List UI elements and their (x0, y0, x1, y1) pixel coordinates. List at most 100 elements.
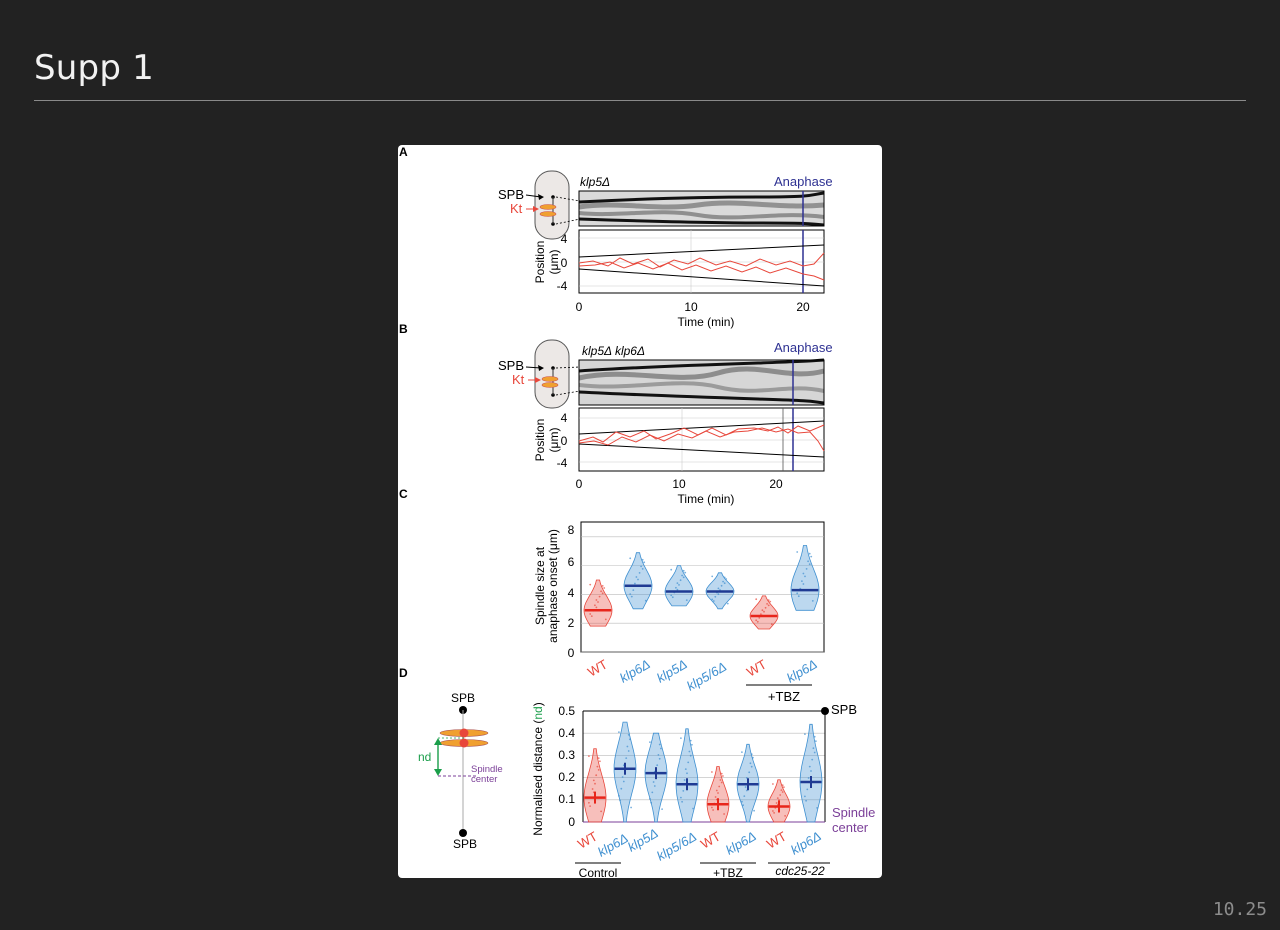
panel-d: D SPB nd Spindle center SPB (399, 666, 875, 878)
data-point (804, 733, 806, 735)
data-point (638, 572, 641, 574)
data-point (717, 792, 719, 794)
data-point (812, 747, 815, 750)
data-point (715, 789, 718, 792)
panel-d-category: klp6Δ (595, 830, 631, 859)
data-point (764, 606, 767, 609)
kinetochore (541, 382, 559, 388)
panel-b-ytick: -4 (557, 456, 568, 470)
panel-a-xtick: 0 (576, 300, 583, 314)
panel-d-group-cdc: cdc25-22 (775, 864, 825, 878)
data-point (649, 741, 651, 743)
data-point (750, 765, 753, 768)
figure-panel: A SPB Kt klp5Δ Anaphase (398, 145, 882, 878)
data-point (649, 797, 651, 800)
data-point (756, 620, 759, 623)
data-point (748, 771, 751, 774)
panel-c-plot-frame (580, 521, 825, 653)
data-point (805, 568, 808, 570)
panel-a-ytick: 4 (561, 232, 568, 246)
data-point (598, 595, 601, 598)
panel-b-ytick: 4 (561, 411, 568, 425)
panel-b-ylabel-unit: (μm) (547, 428, 561, 453)
data-point (804, 795, 806, 798)
data-point (813, 751, 816, 754)
data-point (815, 740, 817, 742)
violin (675, 728, 699, 823)
title-divider (34, 100, 1246, 101)
data-point (597, 769, 600, 771)
panel-b-strain: klp5Δ klp6Δ (582, 344, 645, 358)
data-point (743, 795, 746, 797)
kt-arrowhead (535, 377, 541, 383)
data-point (599, 760, 601, 763)
panel-c-category: klp6Δ (784, 656, 820, 685)
data-point (802, 572, 805, 575)
panel-d-right-center-label: center (832, 820, 869, 835)
data-point (656, 764, 659, 767)
zoom-line (555, 218, 581, 225)
data-point (658, 743, 661, 746)
data-point (688, 750, 691, 753)
data-point (641, 568, 644, 570)
kinetochore-dot (459, 728, 469, 738)
data-point (601, 592, 604, 595)
data-point (680, 737, 682, 739)
panel-a: A SPB Kt klp5Δ Anaphase (399, 145, 833, 329)
panel-c-category: klp6Δ (617, 656, 653, 685)
data-point (679, 579, 682, 582)
panel-b-letter: B (399, 322, 408, 336)
violin (790, 545, 820, 611)
panel-b-ylabel: Position (533, 419, 547, 462)
data-point (682, 790, 685, 792)
panel-c-ytick: 2 (568, 616, 575, 630)
panel-d-ylabel-suffix: ) (531, 702, 545, 706)
data-point (678, 584, 680, 586)
data-point (622, 780, 625, 783)
panel-c-letter: C (399, 487, 408, 501)
data-point (601, 585, 604, 587)
data-point (597, 601, 599, 603)
panel-d-ylabel: Normalised distance (nd) (531, 702, 545, 835)
zoom-line (555, 390, 581, 396)
kt-label: Kt (510, 201, 523, 216)
data-point (686, 772, 688, 775)
panel-b-xtick: 20 (769, 477, 783, 491)
spindle-center-label: Spindle (471, 764, 503, 775)
data-point (775, 802, 778, 804)
data-point (687, 761, 690, 764)
panel-a-strain: klp5Δ (580, 175, 610, 189)
panel-c-category: klp5/6Δ (684, 659, 729, 694)
data-point (588, 755, 590, 757)
panel-d-ytick: 0 (568, 815, 575, 829)
data-point (741, 751, 743, 753)
panel-d-group-tbz: +TBZ (713, 866, 743, 878)
data-point (637, 578, 639, 581)
data-point (651, 791, 654, 794)
data-point (720, 584, 723, 587)
panel-a-ylabel: Position (533, 241, 547, 284)
cell-schematic (534, 339, 570, 409)
kinetochore-dot (459, 738, 469, 748)
data-point (629, 738, 631, 741)
kinetochore (541, 376, 559, 382)
panel-b-ytick: 0 (561, 434, 568, 448)
data-point (632, 589, 635, 591)
data-point (589, 583, 592, 586)
panel-a-ylabel-unit: (μm) (547, 250, 561, 275)
data-point (808, 552, 811, 555)
data-point (802, 583, 805, 585)
kt-arrowhead (533, 206, 539, 212)
data-point (641, 558, 644, 561)
panel-c-gridlines (581, 536, 824, 653)
data-point (590, 615, 593, 617)
data-point (680, 796, 682, 799)
kinetochore (539, 204, 557, 210)
kinetochore (539, 211, 557, 217)
violin (583, 748, 607, 823)
data-point (778, 799, 780, 801)
data-point (784, 815, 786, 817)
panel-c-ytick: 4 (568, 586, 575, 600)
panel-c-category: WT (585, 656, 610, 679)
data-point (758, 617, 761, 619)
